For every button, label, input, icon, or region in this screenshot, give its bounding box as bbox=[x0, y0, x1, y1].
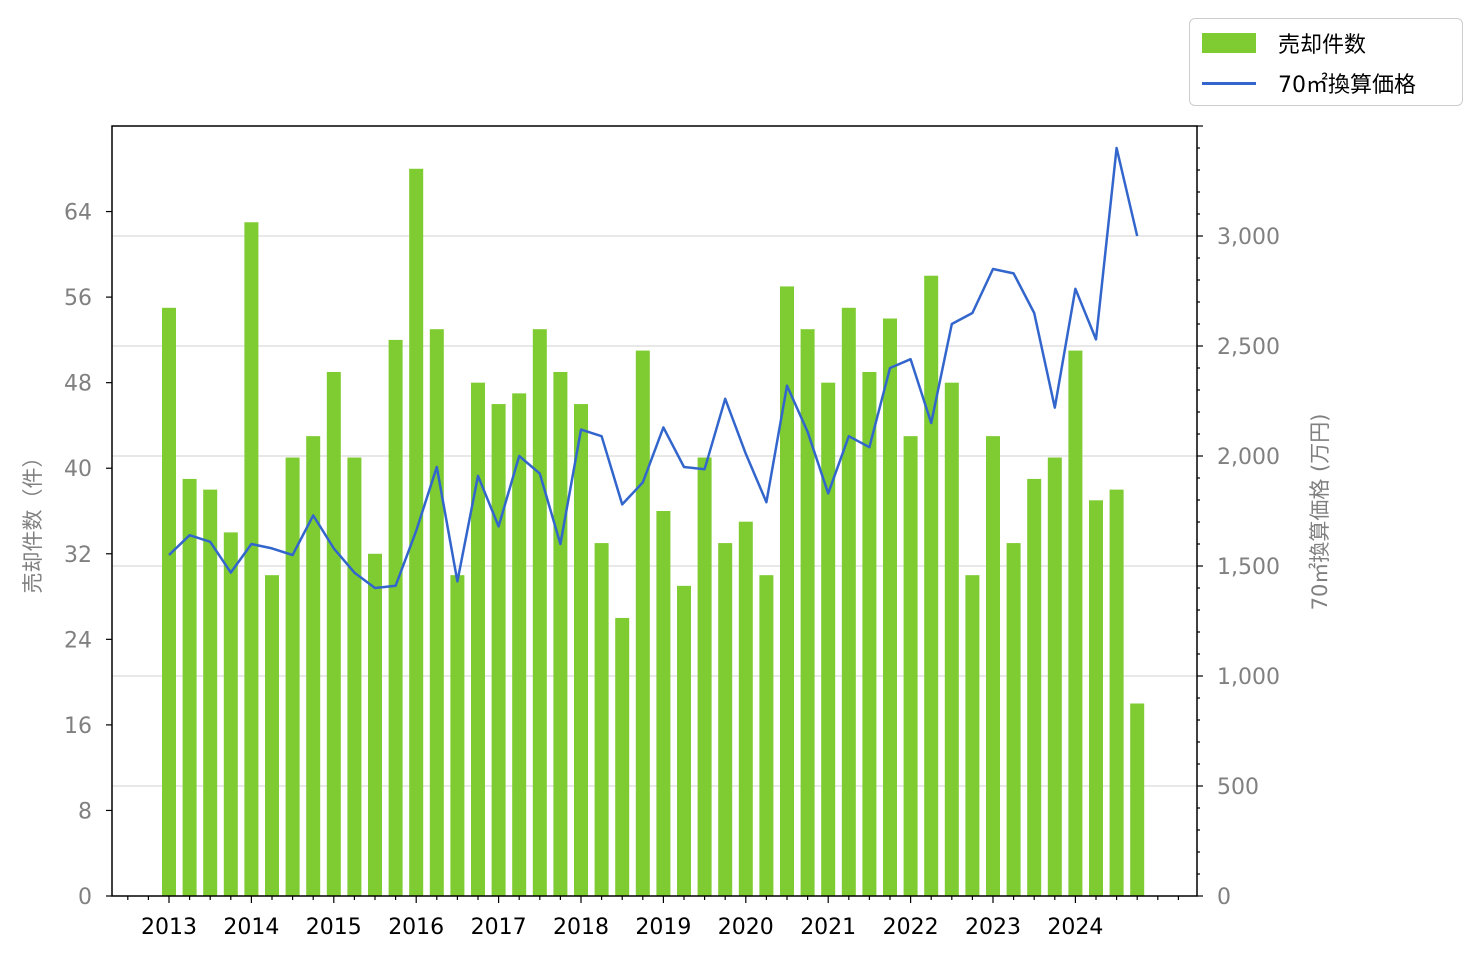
bar bbox=[450, 575, 465, 896]
bar bbox=[1130, 703, 1145, 896]
bar bbox=[574, 404, 588, 896]
bar bbox=[203, 489, 218, 896]
x-tick-label: 2022 bbox=[883, 915, 939, 940]
bar bbox=[1047, 457, 1062, 896]
legend: 売却件数 70㎡換算価格 bbox=[1189, 18, 1463, 106]
bar bbox=[182, 478, 197, 896]
price-line bbox=[168, 146, 1139, 590]
left-tick-label: 48 bbox=[64, 372, 92, 397]
x-tick-label: 2024 bbox=[1047, 915, 1103, 940]
bar bbox=[326, 371, 341, 896]
bar bbox=[532, 329, 547, 896]
x-tick-label: 2023 bbox=[965, 915, 1021, 940]
bar bbox=[471, 382, 485, 897]
bar bbox=[697, 457, 712, 896]
right-axis-label: 70㎡換算価格 (万円) bbox=[1308, 414, 1332, 611]
bar bbox=[718, 543, 733, 896]
x-tick-label: 2014 bbox=[223, 915, 279, 940]
x-tick-label: 2018 bbox=[553, 915, 609, 940]
bar bbox=[429, 329, 444, 896]
x-tick-label: 2020 bbox=[718, 915, 774, 940]
right-tick-label: 0 bbox=[1217, 885, 1231, 910]
left-tick-label: 0 bbox=[78, 885, 92, 910]
bar bbox=[368, 553, 382, 896]
plot-frame bbox=[111, 125, 1198, 897]
legend-line-label: 70㎡換算価格 bbox=[1278, 73, 1416, 98]
left-axis-label: 売却件数（件） bbox=[21, 447, 45, 594]
x-tick-label: 2015 bbox=[306, 915, 362, 940]
bar bbox=[656, 511, 671, 896]
bar bbox=[635, 350, 650, 896]
bar bbox=[162, 307, 176, 896]
bar bbox=[883, 318, 897, 896]
bar bbox=[512, 393, 527, 896]
bar bbox=[800, 329, 815, 896]
legend-item-line: 70㎡換算価格 bbox=[1202, 65, 1416, 101]
legend-item-bar: 売却件数 bbox=[1202, 25, 1366, 61]
bar bbox=[903, 436, 918, 896]
bar bbox=[347, 457, 362, 896]
right-tick-label: 1,000 bbox=[1217, 665, 1280, 690]
bar bbox=[285, 457, 300, 896]
bar bbox=[1068, 350, 1083, 896]
right-tick-label: 2,000 bbox=[1217, 445, 1280, 470]
x-tick-label: 2021 bbox=[800, 915, 856, 940]
bar bbox=[841, 307, 856, 896]
bar bbox=[986, 436, 1000, 896]
bar bbox=[1089, 500, 1103, 896]
right-tick-label: 500 bbox=[1217, 775, 1259, 800]
legend-bar-label: 売却件数 bbox=[1278, 33, 1367, 58]
legend-line-swatch bbox=[1202, 81, 1256, 85]
x-tick-label: 2019 bbox=[635, 915, 691, 940]
bar bbox=[1027, 478, 1042, 896]
left-tick-label: 64 bbox=[64, 201, 92, 226]
bar bbox=[780, 286, 794, 897]
x-tick-label: 2017 bbox=[471, 915, 527, 940]
x-tick-label: 2013 bbox=[141, 915, 197, 940]
bar bbox=[821, 382, 836, 897]
right-tick-label: 1,500 bbox=[1217, 555, 1280, 580]
right-tick-label: 2,500 bbox=[1217, 335, 1280, 360]
bar bbox=[1006, 543, 1021, 896]
bar bbox=[759, 575, 774, 896]
bar bbox=[965, 575, 980, 896]
bar bbox=[306, 436, 321, 896]
left-tick-label: 56 bbox=[64, 286, 92, 311]
left-tick-label: 40 bbox=[64, 457, 92, 482]
bar bbox=[944, 382, 959, 897]
bar-series bbox=[162, 168, 1145, 897]
right-axis-ticks: 0 500 1,000 1,500 2,000 2,500 3,000 bbox=[1197, 125, 1280, 910]
bar bbox=[491, 404, 506, 896]
bar bbox=[594, 543, 609, 896]
bar bbox=[553, 371, 568, 896]
left-tick-label: 16 bbox=[64, 714, 92, 739]
bar bbox=[862, 371, 877, 896]
x-axis-ticks: 2013 2014 2015 2016 2017 2018 2019 2020 2021 2022… bbox=[127, 896, 1180, 940]
bar bbox=[265, 575, 279, 896]
left-tick-label: 8 bbox=[78, 799, 92, 824]
line-series bbox=[168, 146, 1139, 590]
bar bbox=[1109, 489, 1124, 896]
bar bbox=[223, 532, 238, 896]
left-tick-label: 32 bbox=[64, 543, 92, 568]
legend-bar-swatch bbox=[1202, 33, 1256, 53]
bar bbox=[244, 222, 259, 896]
x-tick-label: 2016 bbox=[388, 915, 444, 940]
bar bbox=[388, 339, 403, 896]
bar bbox=[924, 275, 939, 896]
bar bbox=[615, 617, 630, 896]
bar bbox=[677, 585, 691, 896]
right-tick-label: 3,000 bbox=[1217, 225, 1280, 250]
left-axis-ticks: 0 8 16 24 32 40 48 56 64 bbox=[64, 201, 112, 910]
bar bbox=[738, 521, 753, 896]
left-tick-label: 24 bbox=[64, 628, 92, 653]
